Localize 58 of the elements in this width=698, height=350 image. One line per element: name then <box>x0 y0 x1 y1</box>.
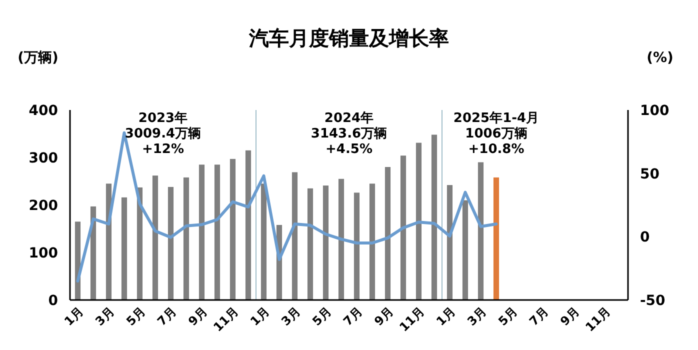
bar <box>400 156 406 300</box>
bar <box>74 222 81 300</box>
x-tick-label: 5月 <box>496 304 520 329</box>
bar <box>230 158 236 300</box>
bar <box>322 186 329 300</box>
bar <box>198 164 205 300</box>
x-tick-label: 1月 <box>248 304 272 329</box>
x-tick-label: 7月 <box>340 304 365 329</box>
x-tick-label: 1月 <box>434 304 458 329</box>
bar <box>90 206 96 300</box>
bar <box>462 200 468 300</box>
y-tick-label: 200 <box>28 198 58 214</box>
bar <box>384 167 391 300</box>
x-tick-label: 11月 <box>396 304 427 334</box>
y2-tick-label: 50 <box>640 166 660 182</box>
bar <box>416 142 422 300</box>
annotation: 2025年1-4月 1006万辆 +10.8% <box>453 111 540 158</box>
x-tick-label: 9月 <box>186 304 210 329</box>
bar <box>214 164 220 300</box>
bar <box>292 172 298 300</box>
y2-tick-label: 100 <box>640 103 670 119</box>
x-tick-label: 7月 <box>154 304 179 329</box>
x-tick-label: 7月 <box>526 304 551 329</box>
y2-tick-label: 0 <box>640 230 650 246</box>
x-tick-label: 3月 <box>92 304 117 329</box>
x-tick-label: 9月 <box>558 304 582 329</box>
x-tick-label: 3月 <box>278 304 303 329</box>
y-tick-label: 300 <box>28 150 58 166</box>
bar <box>478 162 484 300</box>
bar <box>245 150 252 300</box>
y-tick-label: 0 <box>48 293 58 309</box>
x-tick-label: 5月 <box>124 304 148 329</box>
bar <box>307 188 314 300</box>
annotation: 2023年 3009.4万辆 +12% <box>124 111 202 158</box>
bar <box>121 197 128 300</box>
x-tick-label: 9月 <box>372 304 396 329</box>
bar <box>446 185 453 300</box>
bar <box>183 177 190 300</box>
y-tick-label: 100 <box>28 246 58 262</box>
bar <box>168 186 174 300</box>
x-tick-label: 3月 <box>464 304 489 329</box>
y2-tick-label: -50 <box>640 293 666 309</box>
bar <box>369 184 376 300</box>
bar <box>493 177 500 300</box>
y-tick-label: 400 <box>28 103 58 119</box>
x-tick-label: 5月 <box>310 304 334 329</box>
bar <box>354 192 360 300</box>
annotation: 2024年 3143.6万辆 +4.5% <box>310 111 388 158</box>
bar <box>338 178 344 300</box>
bar <box>152 176 158 300</box>
x-tick-label: 11月 <box>582 304 613 334</box>
bar <box>260 184 267 300</box>
y-axis-title: (万辆) <box>18 50 58 66</box>
chart-title: 汽车月度销量及增长率 <box>248 26 449 50</box>
x-tick-label: 11月 <box>210 304 241 334</box>
bar <box>431 134 438 300</box>
y2-axis-title: (%) <box>646 50 674 66</box>
x-tick-label: 1月 <box>62 304 86 329</box>
